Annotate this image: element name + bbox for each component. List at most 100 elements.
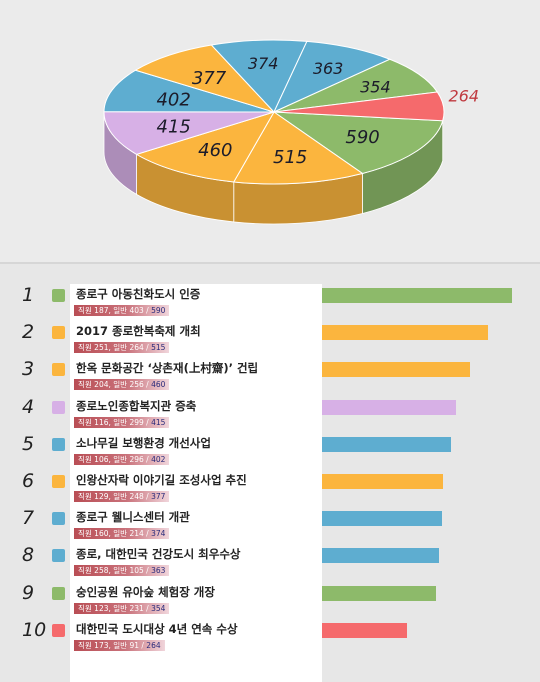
vote-breakdown-text: 직원 129, 일반 248 / — [78, 492, 149, 501]
ranking-bar — [322, 511, 442, 527]
vote-breakdown-text: 직원 106, 일반 296 / — [78, 454, 149, 464]
ranking-bar — [322, 288, 512, 303]
vote-breakdown-text: 직원 173, 일반 91 / — [78, 640, 144, 650]
rank-number: 9 — [22, 581, 35, 604]
ranking-bar — [322, 585, 436, 601]
pie-slice-4 — [103, 111, 275, 155]
ranking-bar — [322, 325, 488, 341]
vote-breakdown-text: 직원 160, 일반 214 / — [78, 529, 149, 539]
pie-value-label-3: 460 — [198, 140, 232, 161]
item-title: 소나무길 보행환경 개선사업 — [76, 435, 211, 450]
vote-breakdown: 직원 106, 일반 296 / 402 — [74, 453, 170, 465]
vote-breakdown-text: 직원 258, 일반 105 / — [78, 566, 149, 576]
pie-value-label-2: 515 — [273, 147, 307, 168]
pie-value-label-7: 374 — [248, 54, 279, 73]
vote-breakdown: 직원 116, 일반 299 / 415 — [74, 416, 170, 428]
color-swatch — [52, 326, 65, 340]
color-swatch — [52, 363, 65, 377]
ranking-bar — [322, 622, 407, 638]
vote-breakdown-text: 직원 116, 일반 299 / — [78, 417, 149, 427]
item-title: 종로노인종합복지관 증축 — [76, 398, 197, 413]
color-swatch — [52, 437, 65, 451]
vote-total: 402 — [151, 454, 166, 464]
item-title: 종로구 아동친화도시 인증 — [76, 287, 201, 301]
vote-breakdown-text: 직원 251, 일반 264 / — [78, 343, 149, 353]
item-title: 한옥 문화공간 ‘상촌재(上村齋)’ 건립 — [76, 361, 259, 376]
vote-breakdown: 직원 160, 일반 214 / 374 — [74, 528, 170, 540]
vote-total: 264 — [146, 640, 161, 650]
color-swatch — [52, 549, 65, 563]
ranking-bar — [322, 436, 451, 452]
vote-total: 374 — [151, 529, 166, 539]
vote-breakdown-text: 직원 187, 일반 403 / — [78, 306, 149, 315]
vote-total: 415 — [151, 417, 166, 427]
pie-value-label-10: 264 — [449, 87, 480, 106]
item-title: 종로, 대한민국 건강도시 최우수상 — [76, 547, 241, 562]
divider — [0, 262, 540, 264]
rank-number: 5 — [22, 432, 35, 455]
ranking-bar — [322, 548, 439, 564]
vote-total: 363 — [151, 566, 166, 576]
vote-total: 377 — [151, 492, 166, 501]
rank-number: 8 — [22, 544, 35, 567]
pie-slice-8 — [272, 40, 392, 114]
vote-breakdown: 직원 123, 일반 231 / 354 — [74, 602, 170, 614]
vote-breakdown-text: 직원 204, 일반 256 / — [78, 380, 149, 390]
pie-value-label-5: 402 — [156, 89, 190, 110]
color-swatch — [52, 623, 65, 637]
color-swatch — [52, 512, 65, 526]
vote-breakdown: 직원 187, 일반 403 / 590 — [74, 305, 170, 316]
item-title: 2017 종로한복축제 개최 — [76, 324, 201, 339]
pie-slice-10 — [273, 91, 445, 122]
pie-slice-7 — [210, 39, 308, 113]
rank-number: 6 — [22, 470, 35, 492]
item-title: 인왕산자락 이야기길 조성사업 추진 — [76, 473, 247, 487]
vote-breakdown: 직원 204, 일반 256 / 460 — [74, 379, 170, 391]
pie-slice-5 — [103, 69, 275, 113]
pie-slice-6 — [134, 44, 276, 114]
vote-breakdown: 직원 258, 일반 105 / 363 — [74, 565, 170, 577]
vote-total: 515 — [151, 343, 166, 353]
ranking-bar — [322, 474, 443, 489]
vote-total: 354 — [151, 603, 166, 613]
pie-value-label-8: 363 — [313, 59, 344, 78]
ranking-bar — [322, 362, 470, 378]
color-swatch — [52, 400, 65, 414]
pie-value-label-1: 590 — [345, 127, 379, 148]
pie-slice-3 — [135, 111, 276, 183]
item-title: 숭인공원 유아숲 체험장 개장 — [76, 584, 215, 599]
color-swatch — [52, 475, 65, 488]
pie-value-label-9: 354 — [360, 78, 391, 97]
rank-number: 7 — [22, 507, 35, 530]
color-swatch — [52, 586, 65, 600]
vote-breakdown-text: 직원 123, 일반 231 / — [78, 603, 149, 613]
pie-value-label-4: 415 — [157, 117, 191, 138]
item-title: 대한민국 도시대상 4년 연속 수상 — [76, 621, 238, 636]
vote-total: 460 — [151, 380, 166, 390]
rank-number: 1 — [22, 284, 35, 306]
rank-number: 10 — [22, 618, 47, 641]
rank-number: 2 — [22, 321, 35, 344]
color-swatch — [52, 289, 65, 302]
item-title: 종로구 웰니스센터 개관 — [76, 510, 190, 525]
vote-breakdown: 직원 129, 일반 248 / 377 — [74, 491, 170, 502]
rank-number: 3 — [22, 358, 35, 381]
vote-total: 590 — [151, 306, 166, 315]
pie-slice-9 — [273, 58, 439, 113]
vote-breakdown: 직원 251, 일반 264 / 515 — [74, 342, 170, 354]
rank-number: 4 — [22, 395, 35, 418]
pie-slice-2 — [232, 111, 364, 185]
ranking-bar — [322, 399, 456, 415]
